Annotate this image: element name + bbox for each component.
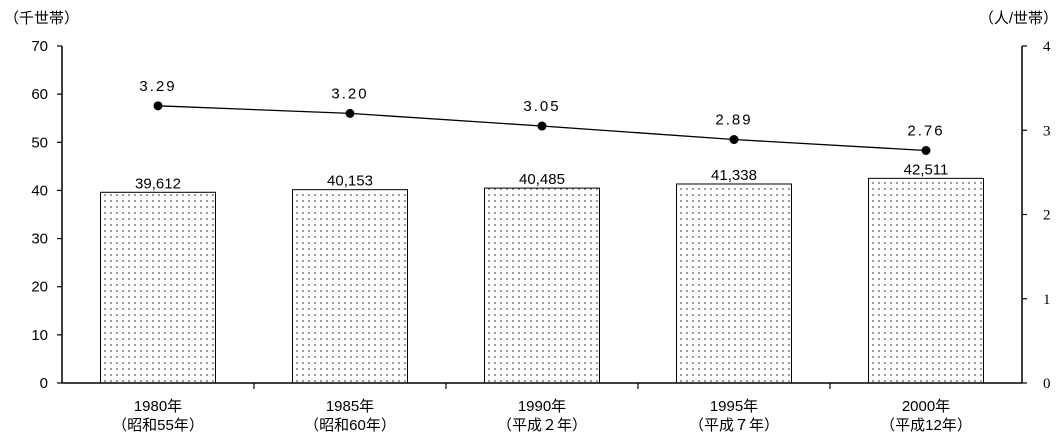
line-point	[729, 135, 739, 145]
y-left-tick-label: 50	[31, 134, 48, 151]
x-category-era: （平成12年）	[880, 417, 972, 434]
bar	[676, 183, 792, 384]
y-left-tick-label: 70	[31, 38, 48, 55]
chart-text: 39,612 40,153 40,485 41,338 42,511 3.29 3.20 3.…	[4, 10, 1058, 434]
bar	[100, 191, 216, 384]
bar-value-label: 42,511	[904, 161, 949, 178]
bar-value-label: 40,153	[327, 173, 373, 190]
y-left-tick-label: 10	[31, 327, 48, 344]
y-left-tick-label: 30	[31, 231, 48, 248]
x-category-era: （昭和60年）	[304, 417, 396, 434]
y-right-tick-label: 3	[1043, 123, 1051, 139]
line-value-label: 3.05	[523, 98, 560, 115]
line-point	[537, 121, 547, 131]
line-point	[153, 101, 163, 111]
y-left-tick-label: 40	[31, 182, 48, 199]
line-value-label: 3.29	[139, 78, 176, 95]
y-right-tick-label: 4	[1043, 39, 1051, 55]
y-left-tick-label: 0	[40, 375, 48, 392]
x-category-era: （平成７年）	[689, 417, 779, 434]
line-value-label: 2.76	[907, 122, 944, 139]
line-value-label: 2.89	[715, 112, 752, 129]
bar-value-label: 41,338	[711, 167, 757, 184]
y-right-tick-label: 1	[1043, 292, 1051, 308]
x-category-year: 1985年	[326, 398, 374, 415]
line-series	[153, 101, 931, 155]
y-left-unit: （千世帯）	[4, 10, 79, 27]
line-point	[921, 145, 931, 155]
x-category-era: （平成２年）	[497, 417, 587, 434]
bar-series	[100, 177, 984, 384]
y-right-tick-label: 2	[1043, 208, 1051, 224]
x-category-year: 2000年	[902, 398, 950, 415]
bar-value-label: 40,485	[519, 171, 565, 188]
bar	[292, 189, 408, 384]
x-category-year: 1995年	[710, 398, 758, 415]
line-point	[345, 108, 355, 118]
y-right-tick-label: 0	[1043, 376, 1051, 392]
x-category-year: 1980年	[134, 398, 182, 415]
y-left-tick-label: 20	[31, 279, 48, 296]
bar	[484, 187, 600, 384]
line-value-label: 3.20	[331, 85, 368, 102]
axes	[57, 45, 1027, 389]
bar-value-label: 39,612	[135, 175, 181, 192]
y-right-unit: （人/世帯）	[979, 10, 1058, 27]
bar	[868, 177, 984, 384]
y-left-tick-label: 60	[31, 86, 48, 103]
x-category-year: 1990年	[518, 398, 566, 415]
x-category-era: （昭和55年）	[112, 417, 204, 434]
